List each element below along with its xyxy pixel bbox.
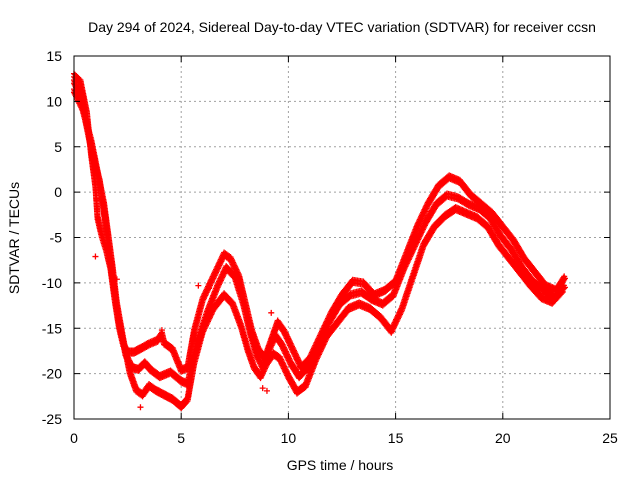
x-tick-label-5: 5 xyxy=(177,430,185,446)
point-track-1-1490 xyxy=(561,275,568,282)
x-tick-label-10: 10 xyxy=(281,430,297,446)
y-tick-label--10: -10 xyxy=(42,275,62,291)
y-tick-label--20: -20 xyxy=(42,366,62,382)
y-tick-label-15: 15 xyxy=(46,48,62,64)
y-tick-label-10: 10 xyxy=(46,93,62,109)
y-tick-label--5: -5 xyxy=(50,230,63,246)
x-tick-label-0: 0 xyxy=(70,430,78,446)
x-tick-label-20: 20 xyxy=(495,430,511,446)
chart-title: Day 294 of 2024, Sidereal Day-to-day VTE… xyxy=(88,19,596,35)
y-tick-label-0: 0 xyxy=(54,184,62,200)
x-axis-label: GPS time / hours xyxy=(287,457,394,473)
x-tick-label-15: 15 xyxy=(388,430,404,446)
y-tick-label--15: -15 xyxy=(42,320,62,336)
y-axis-label: SDTVAR / TECUs xyxy=(6,182,22,294)
data-points xyxy=(71,70,568,412)
y-tick-label-5: 5 xyxy=(54,139,62,155)
x-tick-label-25: 25 xyxy=(602,430,618,446)
y-tick-label--25: -25 xyxy=(42,411,62,427)
